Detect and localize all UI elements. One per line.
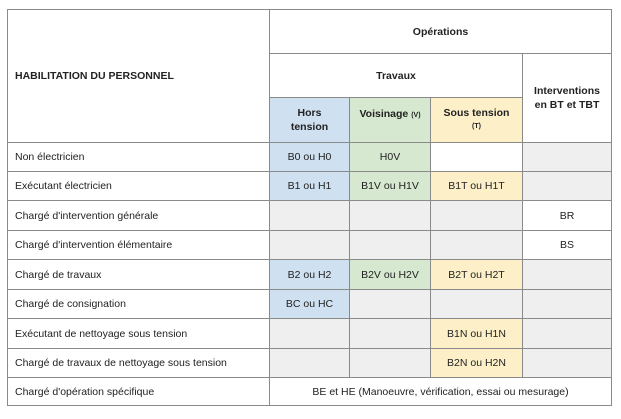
row-label: Chargé d'opération spécifique <box>7 377 270 406</box>
header-hors-tension: Hors tension <box>269 97 350 143</box>
cell-voisinage: H0V <box>349 142 431 172</box>
cell-hors-tension: B2 ou H2 <box>269 259 350 290</box>
cell-hors-tension: BC ou HC <box>269 289 350 319</box>
table-row: Chargé de travaux B2 ou H2 B2V ou H2V B2… <box>7 259 612 290</box>
cell-sous-tension <box>430 230 523 260</box>
header-interventions-line1: Interventions <box>534 85 600 97</box>
table-row: Chargé d'opération spécifique BE et HE (… <box>7 377 612 406</box>
cell-interventions <box>522 171 612 201</box>
header-interventions-line2: en BT et TBT <box>534 99 600 111</box>
cell-sous-tension: B1N ou H1N <box>430 318 523 349</box>
cell-hors-tension <box>269 230 350 260</box>
cell-sous-tension: B2N ou H2N <box>430 348 523 378</box>
row-label: Non électricien <box>7 142 270 172</box>
header-voisinage: Voisinage (V) <box>349 97 431 143</box>
table-row: Non électricien B0 ou H0 H0V <box>7 142 612 172</box>
row-label: Chargé de travaux de nettoyage sous tens… <box>7 348 270 378</box>
header-interventions: Interventions en BT et TBT <box>522 53 612 143</box>
cell-voisinage: B2V ou H2V <box>349 259 431 290</box>
table-row: Chargé de travaux de nettoyage sous tens… <box>7 348 612 378</box>
cell-hors-tension: B0 ou H0 <box>269 142 350 172</box>
cell-hors-tension: B1 ou H1 <box>269 171 350 201</box>
cell-voisinage <box>349 230 431 260</box>
row-label: Chargé de travaux <box>7 259 270 290</box>
table-row: Chargé d'intervention élémentaire BS <box>7 230 612 260</box>
cell-interventions: BS <box>522 230 612 260</box>
row-label: Chargé d'intervention générale <box>7 200 270 231</box>
cell-voisinage <box>349 289 431 319</box>
cell-interventions <box>522 289 612 319</box>
header-sous-tension-label: Sous tension <box>443 107 510 119</box>
header-personnel: HABILITATION DU PERSONNEL <box>7 9 270 143</box>
header-hors-tension-line2: tension <box>290 121 329 133</box>
cell-voisinage: B1V ou H1V <box>349 171 431 201</box>
table-row: Exécutant électricien B1 ou H1 B1V ou H1… <box>7 171 612 201</box>
header-hors-tension-line1: Hors <box>297 107 322 119</box>
table-row: Chargé d'intervention générale BR <box>7 200 612 231</box>
header-travaux: Travaux <box>269 53 523 98</box>
cell-interventions: BR <box>522 200 612 231</box>
cell-sous-tension <box>430 142 523 172</box>
cell-sous-tension: B1T ou H1T <box>430 171 523 201</box>
cell-voisinage <box>349 200 431 231</box>
cell-voisinage <box>349 318 431 349</box>
row-label: Exécutant de nettoyage sous tension <box>7 318 270 349</box>
table-row: Chargé de consignation BC ou HC <box>7 289 612 319</box>
header-voisinage-code: (V) <box>411 112 421 119</box>
row-label: Chargé de consignation <box>7 289 270 319</box>
cell-merged-specific: BE et HE (Manoeuvre, vérification, essai… <box>269 377 612 406</box>
cell-sous-tension <box>430 289 523 319</box>
row-label: Chargé d'intervention élémentaire <box>7 230 270 260</box>
cell-sous-tension <box>430 200 523 231</box>
cell-interventions <box>522 259 612 290</box>
habilitation-table: HABILITATION DU PERSONNEL Opérations Tra… <box>7 9 612 406</box>
cell-interventions <box>522 142 612 172</box>
row-label: Exécutant électricien <box>7 171 270 201</box>
cell-hors-tension <box>269 348 350 378</box>
header-sous-tension-code: (T) <box>472 123 481 130</box>
cell-hors-tension <box>269 318 350 349</box>
header-sous-tension: Sous tension (T) <box>430 97 523 143</box>
table-row: Exécutant de nettoyage sous tension B1N … <box>7 318 612 349</box>
cell-hors-tension <box>269 200 350 231</box>
cell-interventions <box>522 348 612 378</box>
header-operations: Opérations <box>269 9 612 54</box>
cell-sous-tension: B2T ou H2T <box>430 259 523 290</box>
header-voisinage-label: Voisinage <box>359 108 409 120</box>
cell-voisinage <box>349 348 431 378</box>
cell-interventions <box>522 318 612 349</box>
